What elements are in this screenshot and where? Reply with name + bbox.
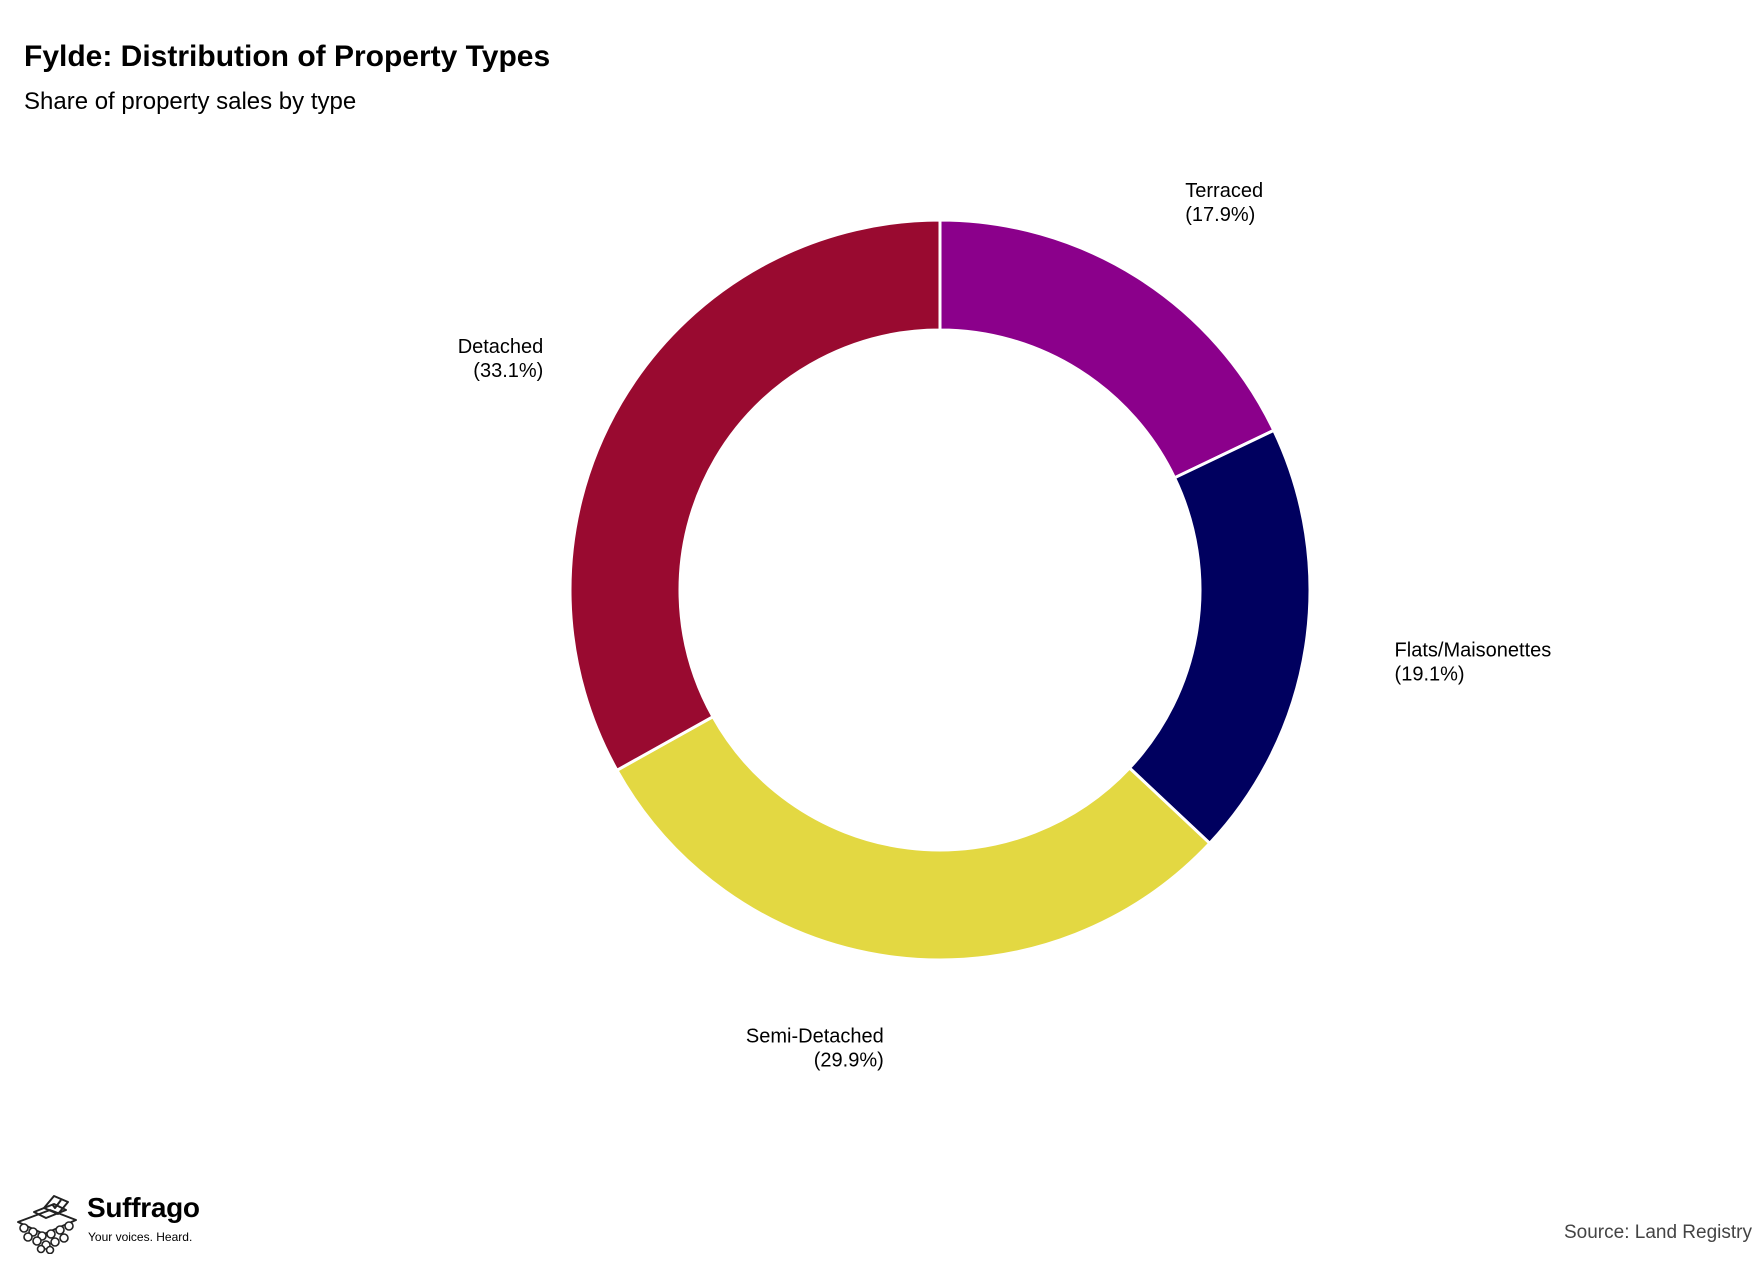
brand-tagline: Your voices. Heard. [88, 1230, 193, 1244]
donut-slice-flats-maisonettes [1127, 428, 1312, 846]
donut-slice-terraced [938, 218, 1276, 480]
suffrago-logo: Suffrago Your voices. Heard. [14, 1192, 234, 1254]
donut-slice-detached [568, 218, 942, 773]
source-note: Source: Land Registry [1564, 1222, 1752, 1243]
chart-subtitle: Share of property sales by type [24, 88, 357, 115]
donut-slice-semi-detached [614, 714, 1212, 962]
ballot-box-icon [17, 1195, 77, 1254]
slice-label-detached: Detached (33.1%) [458, 336, 544, 382]
brand-name: Suffrago [87, 1192, 200, 1223]
slice-label-terraced: Terraced (17.9%) [1185, 180, 1263, 226]
slice-label-semi-detached: Semi-Detached (29.9%) [746, 1026, 884, 1072]
slice-label-flats-maisonettes: Flats/Maisonettes (19.1%) [1395, 640, 1552, 686]
chart-title: Fylde: Distribution of Property Types [24, 40, 551, 73]
